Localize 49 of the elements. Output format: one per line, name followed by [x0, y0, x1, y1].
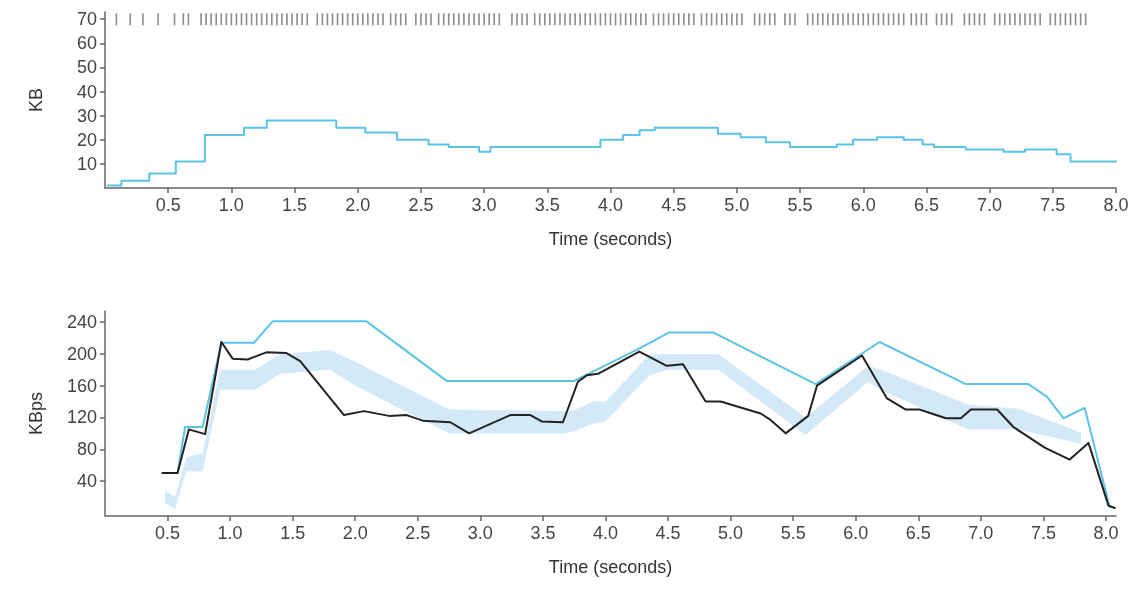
x-tick-label: 7.0: [977, 195, 1003, 215]
y-axis-title: KB: [26, 87, 46, 113]
x-tick-label: 2.0: [345, 195, 371, 215]
x-tick-label: 1.0: [218, 195, 244, 215]
y-tick-label: 40: [76, 81, 97, 102]
y-tick-label: 240: [66, 312, 97, 333]
x-tick-label: 7.5: [1040, 195, 1066, 215]
x-tick-label: 4.5: [661, 195, 687, 215]
y-tick-label: 160: [66, 375, 97, 396]
x-tick-label: 3.0: [471, 195, 497, 215]
y-axis-title: KBps: [26, 391, 46, 436]
x-tick-label: 1.5: [282, 195, 308, 215]
y-tick-label: 40: [76, 471, 97, 492]
y-tick-label: 200: [66, 343, 97, 364]
x-axis-title: Time (seconds): [548, 557, 673, 577]
x-tick-label: 3.5: [530, 523, 556, 543]
y-tick-label: 30: [76, 105, 97, 126]
y-tick-label: 10: [76, 153, 97, 174]
x-tick-label: 6.0: [843, 523, 869, 543]
x-tick-label: 8.0: [1093, 523, 1119, 543]
x-tick-label: 0.5: [155, 523, 181, 543]
x-tick-label: 6.5: [913, 195, 939, 215]
x-axis-title: Time (seconds): [548, 229, 673, 249]
x-tick-label: 4.0: [592, 523, 619, 543]
x-tick-label: 7.0: [968, 523, 994, 543]
x-tick-label: 1.0: [217, 523, 243, 543]
y-tick-label: 120: [66, 407, 97, 428]
x-tick-label: 0.5: [155, 195, 181, 215]
x-tick-label: 5.5: [787, 195, 813, 215]
x-tick-label: 7.5: [1030, 523, 1056, 543]
x-tick-label: 6.5: [905, 523, 931, 543]
x-tick-label: 8.0: [1103, 195, 1129, 215]
x-tick-label: 2.5: [408, 195, 434, 215]
y-tick-label: 80: [76, 439, 97, 460]
y-tick-label: 20: [76, 129, 97, 150]
y-tick-label: 70: [76, 9, 97, 30]
x-tick-label: 4.5: [655, 523, 681, 543]
y-tick-label: 50: [76, 57, 97, 78]
x-tick-label: 3.0: [467, 523, 493, 543]
x-tick-label: 2.5: [405, 523, 431, 543]
x-tick-label: 5.5: [780, 523, 806, 543]
x-tick-label: 3.5: [534, 195, 560, 215]
x-tick-label: 5.0: [724, 195, 750, 215]
x-tick-label: 4.0: [597, 195, 624, 215]
x-tick-label: 5.0: [718, 523, 744, 543]
x-tick-label: 1.5: [280, 523, 306, 543]
x-tick-label: 6.0: [850, 195, 876, 215]
x-tick-label: 2.0: [342, 523, 368, 543]
y-tick-label: 60: [76, 33, 97, 54]
